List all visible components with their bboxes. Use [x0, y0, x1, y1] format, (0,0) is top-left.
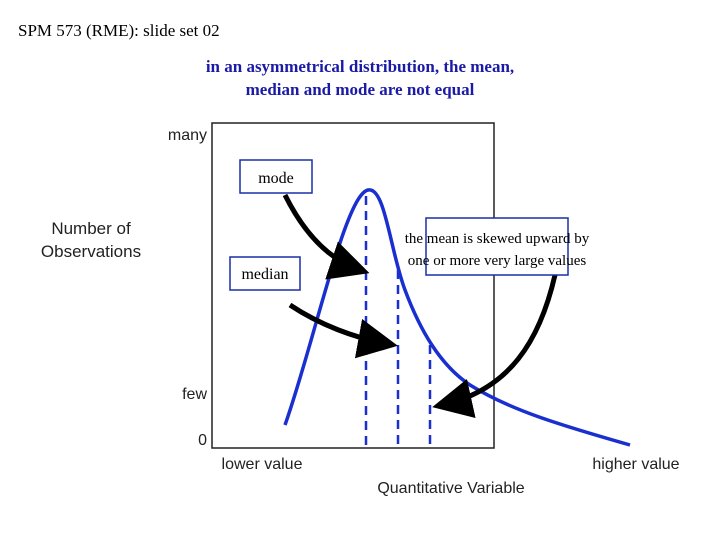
title-line: in an asymmetrical distribution, the mea… — [206, 57, 514, 76]
arrows — [282, 193, 558, 419]
mode-box — [239, 159, 313, 194]
y-label: many — [168, 127, 207, 144]
x-label: lower value — [222, 456, 303, 473]
plot-frame — [211, 122, 495, 449]
mean-box — [425, 217, 569, 276]
mean-label: the mean is skewed upward by — [405, 231, 590, 247]
header: SPM 573 (RME): slide set 02 — [18, 21, 220, 40]
median-box — [229, 256, 301, 291]
median-label: median — [241, 266, 288, 283]
y-title: Number of — [51, 219, 131, 238]
y-title: Observations — [41, 242, 141, 261]
median-arrow — [288, 302, 398, 359]
mean-label: one or more very large values — [408, 253, 587, 269]
x-label: higher value — [592, 456, 679, 473]
mode-label: mode — [258, 170, 294, 187]
title-line: median and mode are not equal — [246, 80, 475, 99]
x-title: Quantitative Variable — [377, 480, 524, 497]
mode-arrow — [282, 193, 370, 280]
mean-arrow — [432, 274, 558, 419]
y-label: 0 — [198, 432, 207, 449]
y-label: few — [182, 386, 207, 403]
